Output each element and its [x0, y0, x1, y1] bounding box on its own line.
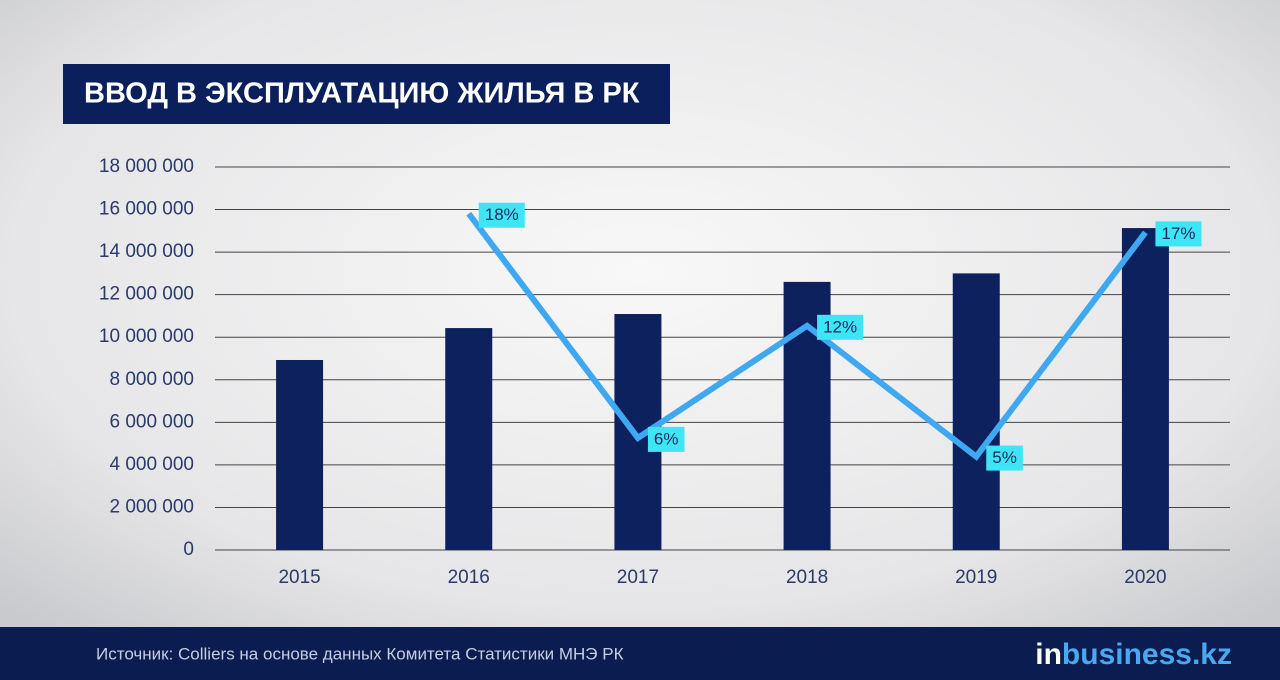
y-tick-label: 12 000 000 [99, 284, 194, 305]
plot-area: 0 2 000 000 4 000 000 6 000 000 8 000 000 10 … [99, 156, 1230, 588]
x-tick-label: 2015 [278, 567, 320, 588]
y-tick-label: 10 000 000 [99, 326, 194, 347]
value-label: 12% [817, 314, 864, 340]
bar [952, 273, 1000, 550]
value-label-text: 6% [654, 429, 679, 448]
value-label-box [986, 445, 1023, 471]
x-tick-label: 2020 [1124, 567, 1166, 588]
x-tick-label: 2019 [955, 567, 997, 588]
value-label-box [1155, 221, 1202, 247]
bar [445, 328, 493, 550]
value-label: 18% [478, 202, 525, 228]
value-label: 6% [647, 426, 685, 452]
value-label-text: 5% [992, 448, 1017, 467]
y-tick-label: 0 [183, 539, 194, 560]
y-tick-label: 6 000 000 [109, 411, 194, 432]
value-label-box [817, 314, 864, 340]
value-label-text: 17% [1161, 224, 1195, 243]
line [466, 211, 1148, 461]
x-tick-label: 2017 [617, 567, 659, 588]
title-box [63, 64, 670, 124]
y-tick-label: 2 000 000 [109, 496, 194, 517]
y-tick-label: 8 000 000 [109, 369, 194, 390]
value-label: 17% [1155, 221, 1202, 247]
y-tick-label: 4 000 000 [109, 454, 194, 475]
brand-name: business.kz [1062, 638, 1232, 671]
brand-logo: inbusiness.kz [1035, 638, 1232, 671]
footer-band [0, 627, 1280, 680]
y-tick-label: 16 000 000 [99, 199, 194, 220]
brand-prefix: in [1035, 638, 1062, 671]
footer-source: Источник: Colliers на основе данных Коми… [96, 644, 624, 663]
value-label: 5% [986, 445, 1023, 471]
value-label-box [647, 426, 685, 452]
bar [276, 359, 324, 550]
value-label-text: 18% [485, 205, 519, 224]
value-label-text: 12% [823, 317, 857, 336]
x-tick-label: 2016 [448, 567, 490, 588]
x-tick-label: 2018 [786, 567, 828, 588]
chart-title: ВВОД В ЭКСПЛУАТАЦИЮ ЖИЛЬЯ В РК [84, 78, 640, 110]
y-tick-label: 14 000 000 [99, 241, 194, 262]
bar [1121, 228, 1169, 551]
y-tick-label: 18 000 000 [99, 156, 194, 177]
value-label-box [478, 202, 525, 228]
